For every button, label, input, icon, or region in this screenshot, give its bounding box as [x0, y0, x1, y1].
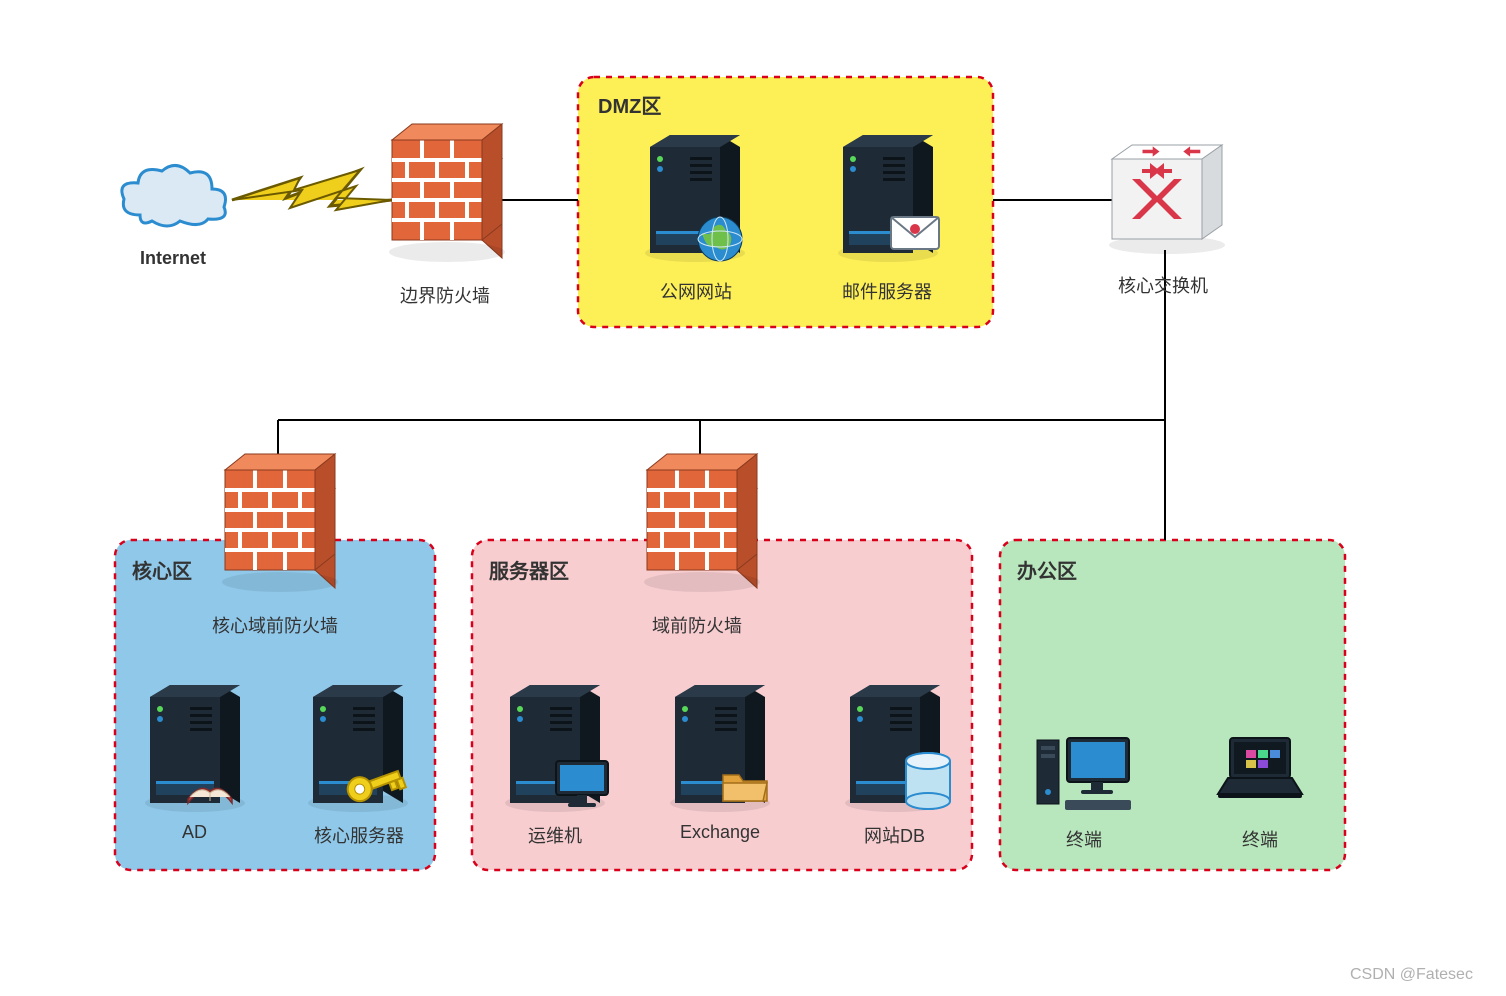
core-zone-label: 核心区 [132, 555, 192, 584]
core-server-icon [308, 685, 408, 812]
core-srv-label: 核心服务器 [314, 822, 404, 848]
core-fw-label: 核心域前防火墙 [212, 612, 338, 638]
core-switch-icon [1109, 145, 1225, 254]
server-zone-label: 服务器区 [489, 555, 569, 584]
pub-web-label: 公网网站 [660, 278, 732, 304]
ops-label: 运维机 [528, 822, 582, 848]
diagram-canvas [0, 0, 1506, 996]
public-web-server-icon [645, 135, 745, 262]
edge-internet-borderfw [232, 170, 392, 210]
webdb-server-icon [845, 685, 950, 812]
office-zone-rect [1000, 540, 1345, 870]
exchange-label: Exchange [680, 822, 760, 843]
terminal-laptop-icon [1218, 738, 1302, 798]
ad-server-icon [145, 685, 245, 812]
mail-server-icon [838, 135, 939, 262]
office-zone-label: 办公区 [1017, 555, 1077, 584]
core-switch-label: 核心交换机 [1118, 272, 1208, 298]
webdb-label: 网站DB [864, 822, 925, 848]
dmz-zone-label: DMZ区 [598, 90, 661, 119]
terminal2-label: 终端 [1242, 826, 1278, 852]
watermark: CSDN @Fatesec [1350, 966, 1473, 984]
ops-server-icon [505, 685, 608, 812]
exchange-server-icon [670, 685, 770, 812]
internet-cloud-icon [122, 165, 226, 226]
domain-fw-label: 域前防火墙 [652, 612, 742, 638]
terminal1-label: 终端 [1066, 826, 1102, 852]
border-fw-label: 边界防火墙 [400, 282, 490, 308]
internet-label: Internet [140, 248, 206, 269]
mail-srv-label: 邮件服务器 [842, 278, 932, 304]
border-firewall-icon [389, 124, 505, 262]
ad-label: AD [182, 822, 207, 843]
